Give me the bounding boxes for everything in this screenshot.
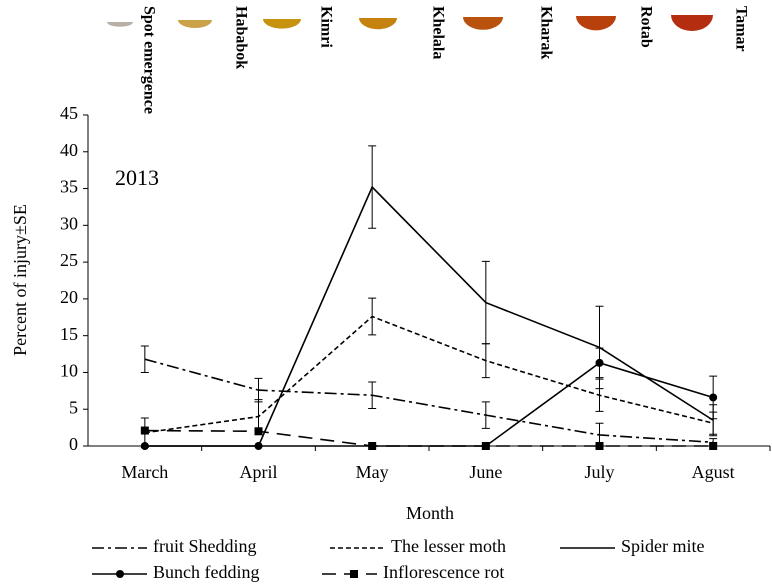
- y-tick-label: 15: [60, 324, 78, 344]
- stage-label: Khelala: [429, 6, 446, 59]
- legend-label: Inflorescence rot: [383, 562, 504, 582]
- x-tick-label: Agust: [692, 462, 735, 482]
- legend-marker: [350, 570, 358, 578]
- stage-icon: [671, 15, 713, 31]
- series-line: [144, 429, 714, 447]
- legend-label: fruit Shedding: [153, 536, 257, 556]
- y-tick-label: 30: [60, 213, 78, 233]
- stage-label: Kimri: [317, 6, 334, 48]
- point: [254, 427, 263, 436]
- point: [709, 393, 718, 402]
- point: [368, 442, 377, 450]
- annotation: 2013: [115, 165, 159, 190]
- point: [595, 358, 604, 367]
- legend-marker: [116, 570, 124, 578]
- x-tick-label: May: [356, 462, 389, 482]
- x-axis-label: Month: [406, 503, 454, 523]
- x-tick-label: March: [121, 462, 168, 482]
- error-bar: [481, 401, 490, 429]
- stage-label: Tamar: [732, 6, 749, 52]
- legend-label: Spider mite: [621, 536, 705, 556]
- point: [709, 442, 718, 450]
- series-line: [144, 185, 714, 447]
- y-tick-label: 45: [60, 103, 78, 123]
- y-tick-label: 5: [69, 397, 78, 417]
- stage-label: Rotab: [637, 6, 654, 48]
- stage-icon: [359, 18, 397, 30]
- error-bar: [368, 145, 377, 229]
- error-bar: [481, 260, 490, 345]
- y-tick-label: 40: [60, 140, 78, 160]
- error-bar: [481, 343, 490, 379]
- stage-icon: [178, 20, 212, 28]
- point: [595, 442, 604, 450]
- series-line: [144, 358, 714, 444]
- x-tick-label: April: [240, 462, 278, 482]
- legend-label: The lesser moth: [391, 536, 506, 556]
- y-tick-label: 35: [60, 177, 78, 197]
- stage-label: Kharak: [537, 6, 554, 59]
- series-line: [144, 315, 714, 434]
- y-axis-label: Percent of injury±SE: [10, 204, 30, 356]
- error-bar: [368, 381, 377, 409]
- stage-icon: [576, 16, 616, 31]
- point: [140, 442, 149, 450]
- y-tick-label: 25: [60, 250, 78, 270]
- point: [140, 426, 149, 435]
- y-tick-label: 10: [60, 361, 78, 381]
- y-tick-label: 20: [60, 287, 78, 307]
- y-tick-label: 0: [69, 434, 78, 454]
- point: [481, 442, 490, 450]
- point: [254, 442, 263, 450]
- error-bar: [368, 297, 377, 336]
- stage-icon: [263, 19, 301, 29]
- error-bar: [140, 345, 149, 373]
- stage-icon: [463, 17, 503, 30]
- series-line: [144, 362, 714, 447]
- stage-label: Hababok: [232, 6, 249, 69]
- x-tick-label: July: [584, 462, 614, 482]
- x-tick-label: June: [469, 462, 502, 482]
- legend-label: Bunch fedding: [153, 562, 259, 582]
- stage-label: Spot emergence: [140, 6, 157, 114]
- stage-icon: [107, 22, 133, 27]
